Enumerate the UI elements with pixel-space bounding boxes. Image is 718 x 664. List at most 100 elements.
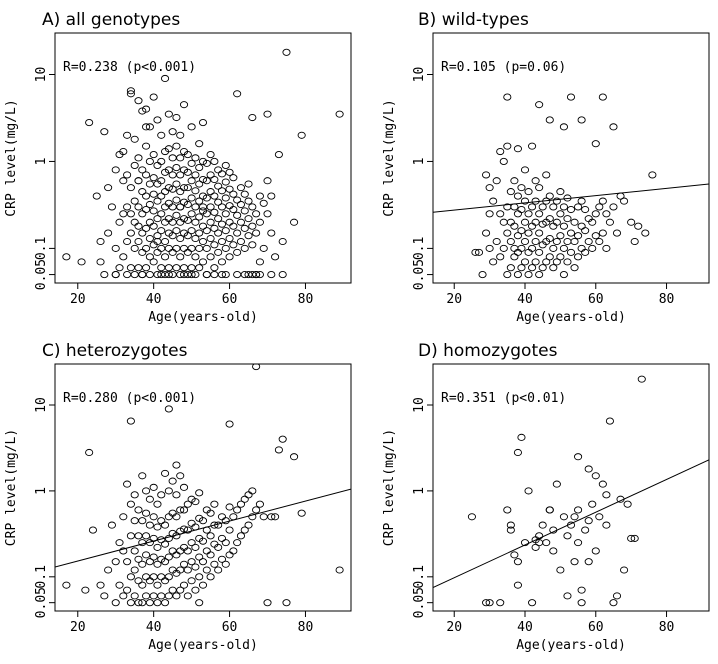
y-axis-label: CRP level(mg/L) bbox=[382, 429, 397, 546]
data-point bbox=[134, 599, 143, 607]
data-point bbox=[111, 271, 120, 279]
data-point bbox=[153, 560, 162, 568]
data-point bbox=[535, 229, 544, 237]
data-point bbox=[202, 227, 211, 235]
data-point bbox=[183, 184, 192, 192]
data-point bbox=[248, 113, 257, 122]
data-point bbox=[517, 433, 526, 441]
data-point bbox=[134, 532, 143, 540]
x-tick-label: 80 bbox=[298, 292, 314, 307]
y-tick-label: 0.1 bbox=[34, 565, 49, 588]
data-point bbox=[206, 234, 215, 243]
data-point bbox=[240, 190, 249, 198]
data-point bbox=[111, 599, 120, 607]
data-point bbox=[176, 234, 185, 243]
data-point bbox=[535, 184, 544, 192]
data-point bbox=[153, 215, 162, 223]
data-point bbox=[574, 453, 583, 461]
data-point bbox=[556, 253, 565, 261]
data-point bbox=[187, 558, 196, 566]
data-point bbox=[153, 599, 162, 607]
data-point bbox=[263, 177, 272, 185]
data-point bbox=[240, 271, 249, 279]
correlation-annotation: R=0.105 (p=0.06) bbox=[441, 60, 566, 75]
data-point bbox=[520, 237, 530, 246]
data-point bbox=[591, 547, 600, 555]
data-point bbox=[126, 210, 135, 218]
data-point bbox=[574, 506, 583, 514]
data-point bbox=[577, 222, 586, 230]
data-point bbox=[126, 532, 135, 540]
data-point bbox=[206, 509, 215, 517]
data-point bbox=[229, 190, 238, 198]
data-point bbox=[198, 537, 208, 545]
data-point bbox=[157, 244, 166, 252]
data-point bbox=[240, 207, 249, 215]
data-point bbox=[191, 234, 200, 243]
data-point bbox=[157, 592, 166, 600]
data-point bbox=[210, 500, 219, 508]
data-point bbox=[570, 264, 579, 272]
plot-frame bbox=[54, 32, 352, 284]
data-point bbox=[236, 500, 245, 508]
data-point bbox=[225, 168, 234, 176]
data-point bbox=[198, 258, 208, 266]
data-point bbox=[236, 218, 245, 226]
data-point bbox=[517, 205, 526, 214]
data-point bbox=[510, 551, 519, 559]
data-point bbox=[187, 210, 196, 218]
data-point bbox=[176, 472, 185, 480]
data-point bbox=[142, 205, 151, 214]
data-point bbox=[210, 560, 219, 568]
data-point bbox=[634, 222, 643, 230]
data-point bbox=[538, 203, 547, 211]
data-point bbox=[172, 211, 181, 219]
data-point bbox=[517, 227, 526, 235]
data-point bbox=[513, 145, 522, 153]
data-point bbox=[513, 271, 522, 279]
data-point bbox=[535, 248, 544, 256]
data-point bbox=[612, 592, 622, 600]
data-point bbox=[142, 487, 151, 495]
data-point bbox=[142, 509, 151, 517]
data-point bbox=[123, 131, 132, 139]
data-point bbox=[142, 123, 151, 131]
data-point bbox=[85, 448, 94, 457]
data-point bbox=[107, 203, 116, 211]
data-point bbox=[153, 161, 162, 169]
data-point bbox=[263, 110, 272, 118]
data-point bbox=[545, 215, 554, 223]
data-point bbox=[637, 375, 646, 383]
y-axis-label: CRP level(mg/L) bbox=[382, 99, 397, 216]
data-point bbox=[255, 258, 264, 266]
data-point bbox=[528, 244, 537, 252]
regression-line bbox=[433, 183, 709, 213]
data-point bbox=[535, 210, 544, 218]
data-point bbox=[545, 234, 554, 243]
data-point bbox=[598, 197, 607, 205]
data-point bbox=[149, 222, 158, 230]
data-point bbox=[248, 487, 257, 495]
data-point bbox=[240, 526, 249, 534]
data-point bbox=[176, 154, 185, 162]
data-point bbox=[598, 229, 607, 237]
data-point bbox=[538, 521, 547, 529]
data-point bbox=[187, 244, 196, 252]
data-point bbox=[172, 264, 181, 272]
data-point bbox=[157, 517, 166, 525]
data-point bbox=[145, 495, 154, 503]
data-point bbox=[195, 573, 204, 581]
data-point bbox=[225, 420, 234, 428]
data-point bbox=[559, 513, 568, 521]
data-point bbox=[244, 215, 253, 223]
data-point bbox=[335, 566, 344, 574]
data-point bbox=[145, 218, 154, 226]
data-point bbox=[145, 521, 154, 529]
data-point bbox=[528, 264, 537, 272]
data-point bbox=[119, 592, 128, 600]
data-point bbox=[520, 539, 530, 547]
data-point bbox=[559, 271, 568, 279]
data-point bbox=[591, 232, 600, 240]
data-point bbox=[130, 566, 139, 574]
data-point bbox=[138, 229, 147, 237]
